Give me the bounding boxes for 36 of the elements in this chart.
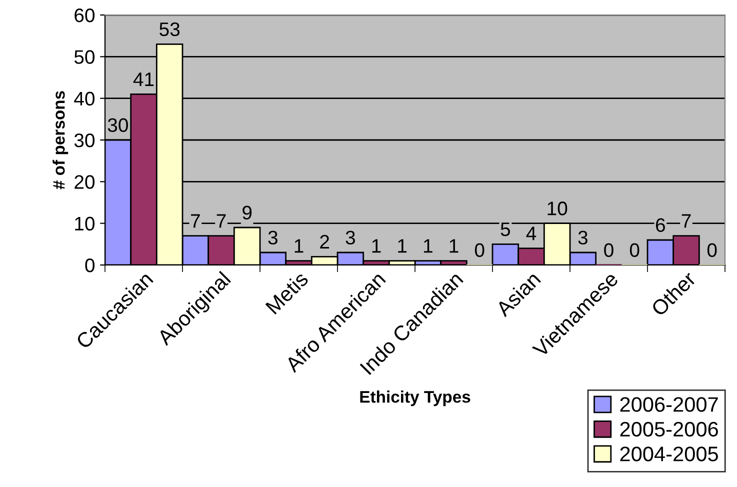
data-label: 10: [548, 202, 568, 216]
data-label: 6: [656, 218, 665, 232]
data-label: 5: [500, 222, 510, 236]
data-label: 1: [424, 239, 432, 253]
data-label: 1: [372, 239, 381, 253]
y-tick-label: 10: [75, 216, 95, 231]
y-tick-label: 50: [74, 50, 95, 64]
data-label: 1: [398, 239, 407, 253]
y-tick-label: 20: [74, 175, 95, 189]
data-label: 3: [578, 230, 588, 244]
data-label: 3: [346, 230, 355, 244]
y-tick-label: 60: [74, 8, 95, 22]
y-tick-label: 0: [85, 258, 95, 272]
data-label: 3: [268, 230, 278, 244]
data-label: 9: [242, 206, 252, 220]
legend-label: 2005-2006: [620, 422, 718, 437]
y-tick-label: 30: [74, 133, 95, 148]
data-label: 7: [682, 214, 691, 228]
data-label: 0: [630, 243, 640, 257]
data-label: 30: [108, 118, 128, 132]
data-label: 0: [604, 243, 614, 257]
data-label: 53: [160, 22, 180, 36]
data-label: 1: [450, 239, 458, 253]
data-label: 41: [133, 72, 154, 86]
data-label: 7: [216, 214, 226, 228]
data-label: 2: [320, 234, 330, 248]
x-axis-title: Ethicity Types: [360, 390, 470, 406]
data-label: 0: [707, 243, 717, 257]
y-tick-label: 40: [74, 92, 95, 106]
legend-label: 2004-2005: [620, 446, 718, 462]
data-label: 4: [526, 226, 536, 240]
data-label: 0: [474, 243, 484, 257]
data-label: 7: [191, 214, 200, 228]
data-label: 1: [294, 239, 304, 253]
legend-label: 2006-2007: [620, 397, 718, 412]
y-axis-title: # of persons: [52, 91, 68, 190]
